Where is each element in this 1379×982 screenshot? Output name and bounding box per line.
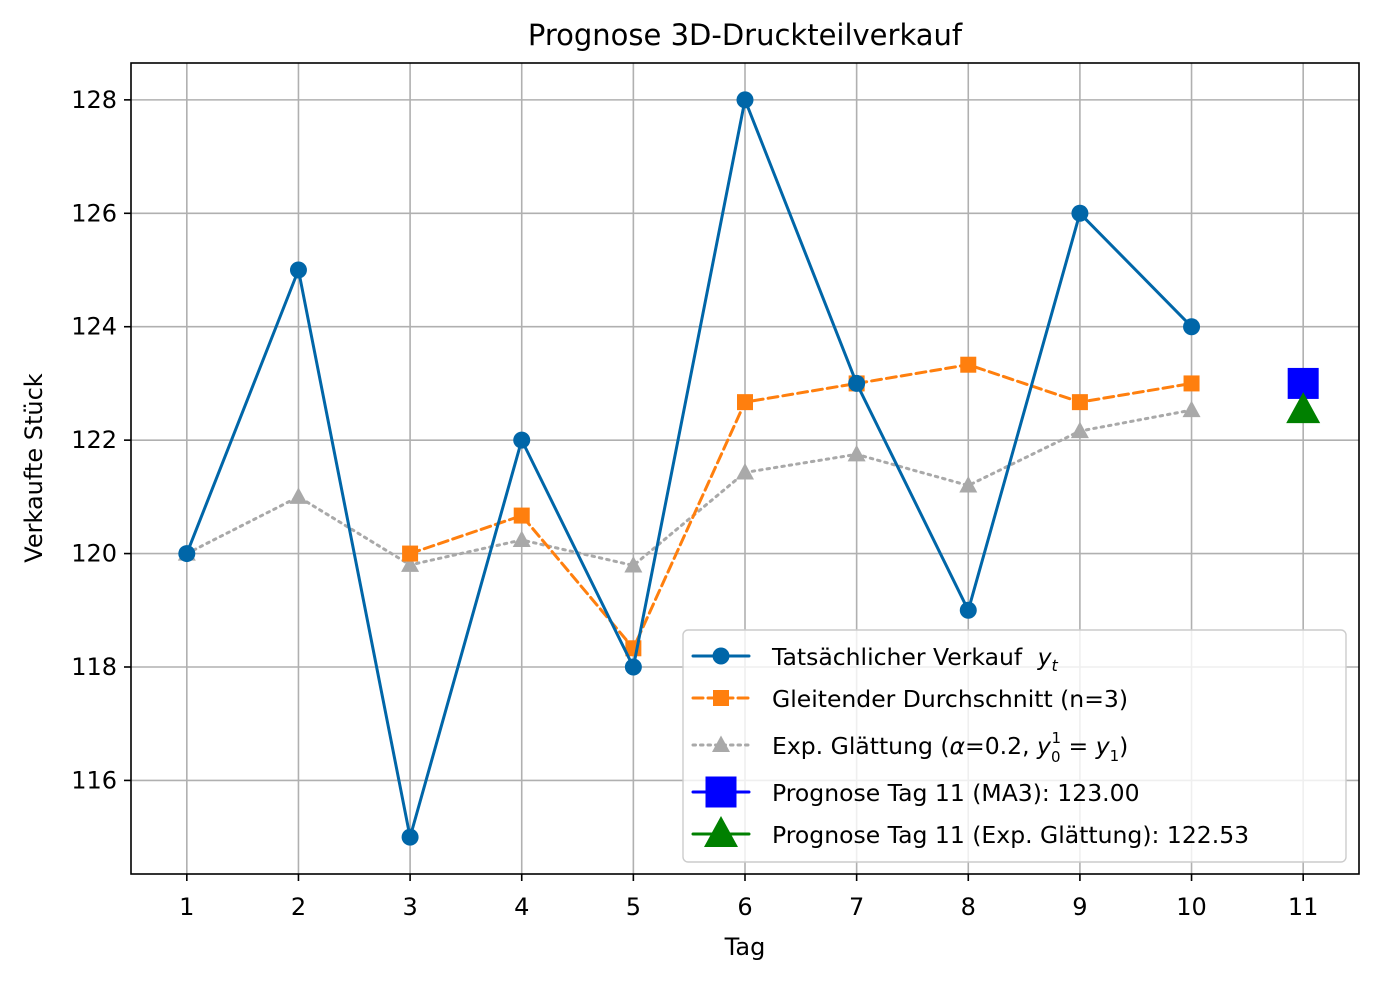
x-tick-label: 9 [1072, 893, 1087, 921]
series-layer [177, 91, 1321, 846]
x-tick-label: 7 [849, 893, 864, 921]
data-point-moving-average [513, 507, 530, 524]
x-tick-label: 6 [737, 893, 752, 921]
chart-title: Prognose 3D-Druckteilverkauf [528, 18, 963, 52]
data-point-actual [624, 658, 642, 676]
series-line-actual [185, 98, 1194, 839]
x-tick-label: 5 [626, 893, 641, 921]
data-point-moving-average [1183, 375, 1200, 392]
y-axis-label: Verkaufte Stück [20, 373, 48, 562]
data-point-actual [178, 545, 196, 563]
data-point-moving-average [960, 356, 977, 373]
data-point-exp-smoothing [624, 555, 643, 573]
data-point-forecast-exp [1286, 392, 1321, 424]
data-point-actual [1071, 204, 1089, 222]
data-point-actual [848, 374, 866, 392]
legend-label-moving-average: Gleitender Durchschnitt (n=3) [772, 685, 1128, 713]
legend-label-forecast-exp: Prognose Tag 11 (Exp. Glättung): 122.53 [772, 821, 1249, 849]
data-point-exp-smoothing [736, 462, 754, 480]
legend-marker-forecast-exp [704, 816, 738, 847]
y-tick-label: 126 [71, 199, 117, 227]
legend-label-forecast-ma3: Prognose Tag 11 (MA3): 123.00 [772, 779, 1140, 807]
y-tick-label: 116 [71, 766, 117, 794]
legend-label-actual: Tatsächlicher Verkauf yt [771, 643, 1059, 675]
data-point-actual [289, 261, 307, 279]
legend-marker-moving-average [713, 690, 729, 706]
y-tick-label: 120 [71, 540, 117, 568]
x-tick-label: 8 [961, 893, 976, 921]
x-tick-label: 4 [514, 893, 529, 921]
data-point-moving-average [737, 394, 753, 411]
data-point-exp-smoothing [847, 444, 866, 462]
data-point-exp-smoothing [289, 487, 308, 504]
y-tick-label: 118 [71, 653, 117, 681]
x-tick-label: 1 [179, 893, 194, 921]
y-tick-label: 128 [71, 86, 117, 114]
series-actual [178, 91, 1201, 846]
series-forecast-exp [1286, 392, 1321, 424]
data-point-exp-smoothing [1070, 421, 1089, 439]
data-point-actual [513, 431, 531, 449]
data-point-moving-average [1071, 394, 1088, 411]
data-point-exp-smoothing [959, 476, 978, 493]
series-line-exp-smoothing [185, 408, 1194, 567]
series-exp-smoothing [177, 400, 1201, 573]
data-point-actual [959, 601, 977, 619]
legend-marker-actual [712, 647, 730, 665]
legend-label-exp-smoothing: Exp. Glättung (α=0.2, y01 = y1) [772, 729, 1128, 766]
data-point-exp-smoothing [512, 530, 531, 547]
data-point-exp-smoothing [401, 555, 420, 572]
x-tick-label: 11 [1288, 893, 1319, 921]
x-axis-label: Tag [724, 933, 766, 961]
legend-box [682, 629, 1347, 863]
data-point-actual [1183, 318, 1201, 336]
legend-marker-exp-smoothing [712, 735, 730, 752]
y-tick-label: 124 [71, 313, 117, 341]
x-tick-label: 2 [291, 893, 306, 921]
legend: Tatsächlicher Verkauf yt Gleitender Durc… [682, 629, 1347, 863]
x-tick-label: 10 [1176, 893, 1207, 921]
y-tick-label: 122 [71, 426, 117, 454]
series-line-moving-average [408, 363, 1194, 650]
data-point-actual [736, 91, 754, 109]
data-point-actual [401, 828, 419, 846]
x-tick-label: 3 [402, 893, 417, 921]
data-point-moving-average [402, 545, 419, 562]
data-point-exp-smoothing [1182, 400, 1201, 418]
legend-marker-forecast-ma3 [705, 776, 737, 808]
axis-ticks: 1 2 3 4 5 6 7 8 9 10 11 116 118 120 122 124 126 128 [71, 86, 1318, 921]
legend-symbols [691, 647, 751, 847]
